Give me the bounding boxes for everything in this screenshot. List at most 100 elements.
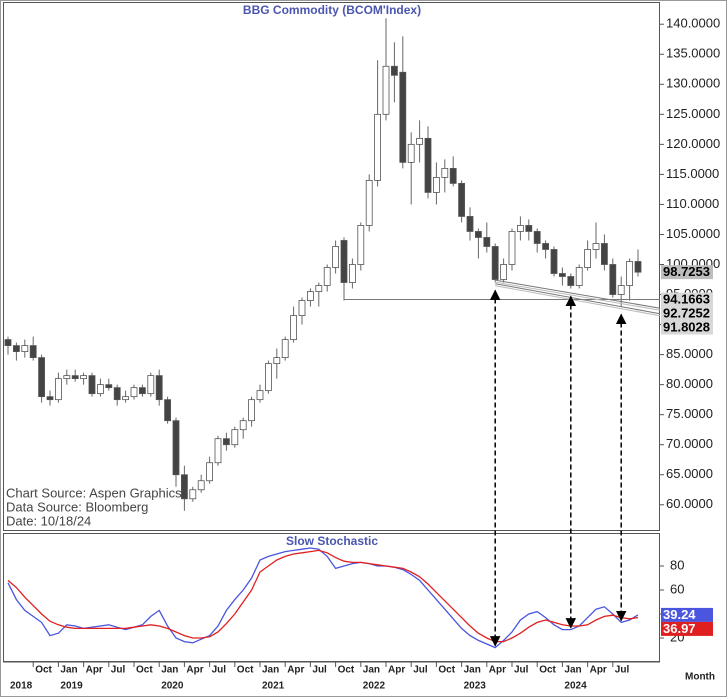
x-tick-label: Jan [464, 665, 481, 676]
candle-body [340, 240, 348, 283]
candle-body [222, 438, 230, 446]
date-note: Date: 10/18/24 [6, 513, 91, 528]
candle-body [138, 387, 146, 395]
x-tick-label: Oct [237, 665, 254, 676]
candle-body [542, 243, 549, 250]
candle-body [626, 261, 633, 286]
candle-body [399, 71, 407, 163]
x-tick-label: Jul [111, 665, 126, 676]
candle-body [29, 345, 37, 359]
x-tick-label: Jan [60, 665, 77, 676]
y-tick-label: 80.0000 [666, 376, 713, 391]
level-line [495, 281, 661, 311]
candle-body [298, 300, 306, 316]
candle-body [407, 143, 415, 163]
value-badge-label: 92.7252 [663, 305, 710, 320]
candle-body [474, 231, 482, 238]
candle-body [147, 375, 155, 395]
candle-body [264, 363, 272, 392]
y-tick-label: 75.0000 [666, 406, 713, 421]
candle-body [189, 489, 197, 500]
candle-body [105, 384, 113, 389]
x-tick-label: Jan [564, 665, 581, 676]
candle-body [71, 375, 79, 380]
candle-body [332, 246, 340, 268]
candle-body [617, 285, 625, 295]
candle-body [172, 420, 180, 476]
candle-body [517, 225, 524, 232]
candle-body [592, 243, 600, 250]
x-tick-label: Apr [489, 665, 506, 676]
y-tick-label: 140.0000 [666, 16, 720, 31]
candle-body [382, 65, 390, 115]
y-tick-label: 60 [670, 581, 684, 596]
candle-body [63, 375, 71, 380]
candle-body [432, 176, 440, 193]
candle-body [113, 387, 121, 401]
candle-body [88, 375, 96, 395]
candle-body [584, 249, 591, 268]
level-line [495, 285, 661, 317]
candle-body [416, 137, 424, 145]
candle-body [231, 429, 239, 446]
candle-body [601, 243, 608, 265]
x-tick-label: Oct [338, 665, 355, 676]
candle-body [449, 167, 457, 184]
stochastic-line [7, 549, 639, 643]
x-tick-label: Jan [161, 665, 178, 676]
candle-body [390, 65, 398, 76]
y-tick-label: 110.0000 [666, 196, 719, 211]
candle-body [567, 276, 575, 286]
x-tick-label: Jul [514, 665, 529, 676]
x-tick-label: Oct [35, 665, 52, 676]
candle-body [256, 390, 264, 401]
value-badge [661, 607, 713, 622]
candle-body [214, 438, 222, 464]
x-tick-label: Oct [136, 665, 153, 676]
year-label: 2021 [262, 681, 285, 692]
value-badge-label: 39.24 [663, 607, 696, 622]
candle-body [348, 264, 356, 283]
year-label: 2023 [464, 681, 487, 692]
x-tick-label: Apr [287, 665, 304, 676]
candle-body [424, 137, 432, 193]
candle-body [525, 225, 533, 232]
x-tick-label: Apr [86, 665, 103, 676]
y-tick-label: 135.0000 [666, 46, 720, 61]
y-tick-label: 85.0000 [666, 346, 713, 361]
candle-body [550, 249, 558, 274]
source-note: Data Source: Bloomberg [6, 499, 148, 514]
candle-body [441, 167, 449, 178]
candle-body [323, 267, 331, 286]
value-badge-label: 94.1663 [663, 291, 710, 306]
candle-body [130, 387, 138, 398]
value-badge-label: 98.7253 [663, 264, 710, 279]
x-tick-label: Oct [438, 665, 455, 676]
candle-body [365, 180, 373, 226]
year-label: 2022 [363, 681, 386, 692]
candle-body [357, 225, 365, 265]
panel-title: Slow Stochastic [286, 534, 378, 548]
value-badge [661, 621, 713, 636]
x-tick-label: Jul [212, 665, 227, 676]
candle-body [500, 264, 508, 280]
value-badge-label: 36.97 [663, 621, 696, 636]
y-tick-label: 80 [670, 557, 684, 572]
x-tick-label: Jan [262, 665, 279, 676]
value-badge-label: 91.8028 [663, 319, 710, 334]
x-tick-label: Jan [363, 665, 380, 676]
candle-body [38, 357, 45, 398]
candle-body [12, 345, 20, 352]
y-tick-label: 65.0000 [666, 466, 713, 481]
y-tick-label: 120.0000 [666, 136, 720, 151]
candle-body [290, 315, 298, 340]
candle-body [559, 273, 566, 277]
candle-body [4, 339, 12, 346]
candle-body [281, 339, 289, 359]
candle-body [315, 285, 323, 292]
x-axis-label: Month [685, 672, 715, 683]
x-tick-label: Apr [590, 665, 607, 676]
stochastic-line [7, 547, 639, 649]
candle-body [491, 246, 499, 280]
